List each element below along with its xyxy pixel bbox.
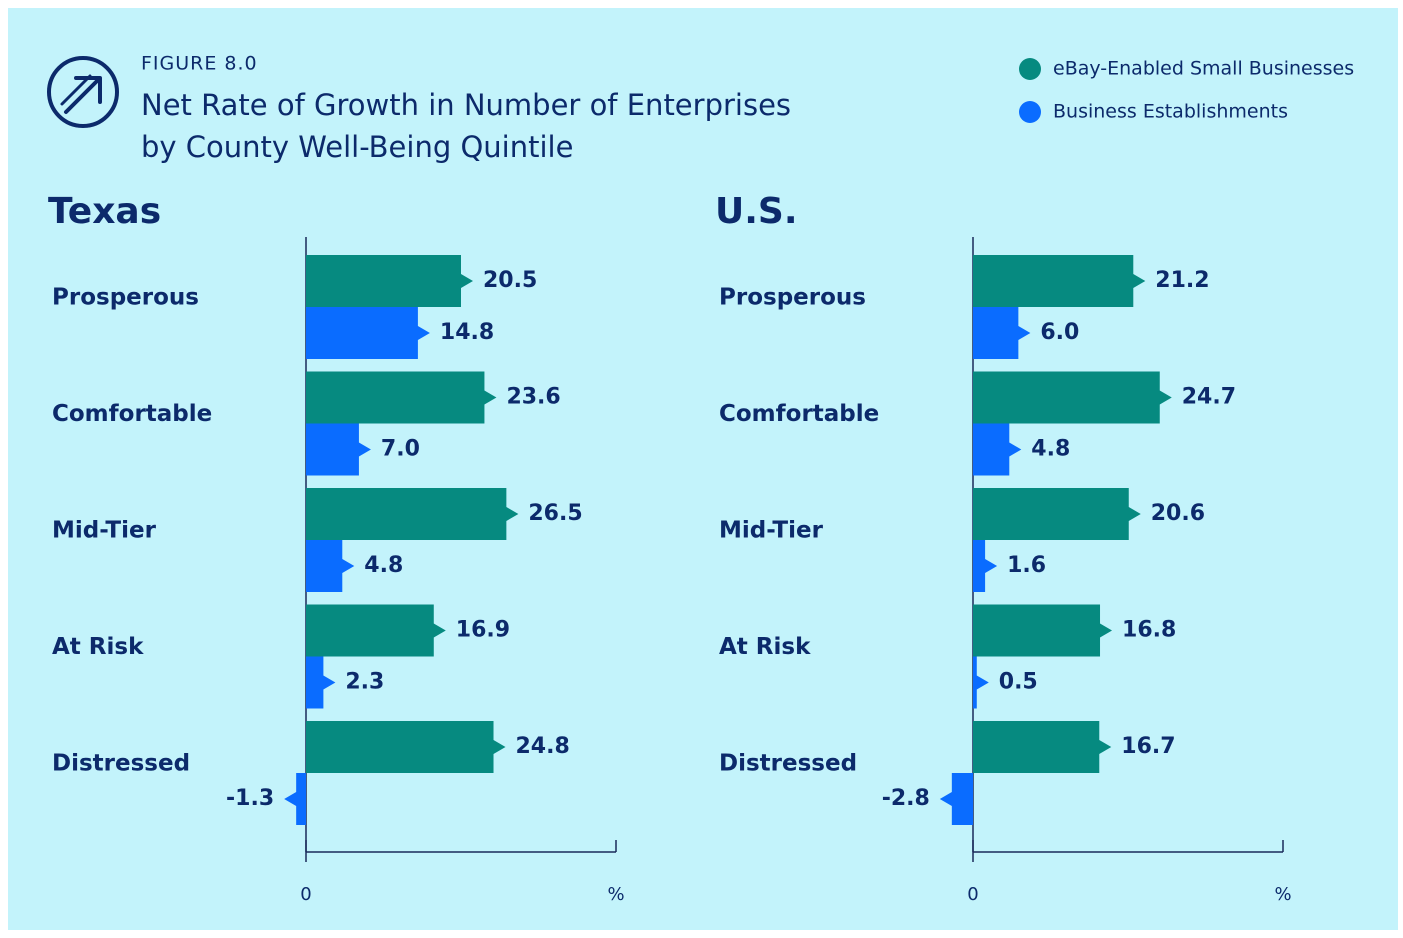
x-tick-label: % (607, 884, 624, 905)
value-label: 16.9 (456, 618, 510, 643)
category-label: At Risk (719, 634, 811, 660)
category-label: Comfortable (52, 401, 212, 427)
value-label: 21.2 (1155, 268, 1209, 293)
value-label: 2.3 (345, 670, 384, 695)
background (8, 8, 1398, 930)
value-label: 20.6 (1151, 501, 1205, 526)
value-label: 26.5 (528, 501, 582, 526)
value-label: 1.6 (1007, 553, 1046, 578)
panel-title: U.S. (715, 191, 798, 232)
legend-label: eBay-Enabled Small Businesses (1053, 58, 1354, 80)
bar (306, 721, 506, 773)
value-label: -2.8 (882, 786, 930, 811)
bar (306, 423, 371, 476)
bar (973, 540, 998, 592)
category-label: Prosperous (719, 285, 866, 311)
bar (306, 255, 473, 307)
title: Net Rate of Growth in Number of Enterpri… (141, 88, 791, 122)
bar (973, 307, 1031, 359)
icon (47, 56, 119, 128)
bar (306, 656, 336, 709)
bar (306, 604, 446, 657)
value-label: 0.5 (999, 670, 1038, 695)
bar (973, 255, 1146, 307)
bar (973, 604, 1113, 657)
value-label: 24.8 (516, 734, 570, 759)
legend-swatch (1019, 58, 1041, 80)
bar (284, 773, 306, 825)
value-label: 14.8 (440, 320, 494, 345)
x-tick-label: % (1274, 884, 1291, 905)
value-label: -1.3 (226, 786, 274, 811)
panel-title: Texas (48, 191, 161, 232)
figure-label: FIGURE 8.0 (141, 53, 258, 75)
bar (973, 488, 1141, 540)
value-label: 4.8 (1031, 437, 1070, 462)
title: by County Well-Being Quintile (141, 130, 573, 164)
bar (973, 656, 989, 709)
bar (306, 540, 355, 592)
value-label: 20.5 (483, 268, 537, 293)
bar (306, 488, 519, 540)
category-label: Distressed (52, 751, 190, 777)
x-tick-label: 0 (967, 884, 978, 905)
value-label: 16.8 (1122, 618, 1176, 643)
value-label: 7.0 (381, 437, 420, 462)
legend-label: Business Establishments (1053, 101, 1288, 123)
bar (973, 721, 1112, 773)
legend-swatch (1019, 101, 1041, 123)
value-label: 4.8 (364, 553, 403, 578)
bar (973, 371, 1172, 424)
value-label: 16.7 (1121, 734, 1175, 759)
bar (306, 307, 430, 359)
category-label: Comfortable (719, 401, 879, 427)
category-label: Distressed (719, 751, 857, 777)
value-label: 23.6 (506, 385, 560, 410)
value-label: 6.0 (1040, 320, 1079, 345)
category-label: Mid-Tier (719, 518, 824, 544)
bar (973, 423, 1022, 476)
category-label: At Risk (52, 634, 144, 660)
bar (306, 371, 497, 424)
bar (939, 773, 973, 825)
category-label: Mid-Tier (52, 518, 157, 544)
category-label: Prosperous (52, 285, 199, 311)
value-label: 24.7 (1182, 385, 1236, 410)
x-tick-label: 0 (300, 884, 311, 905)
